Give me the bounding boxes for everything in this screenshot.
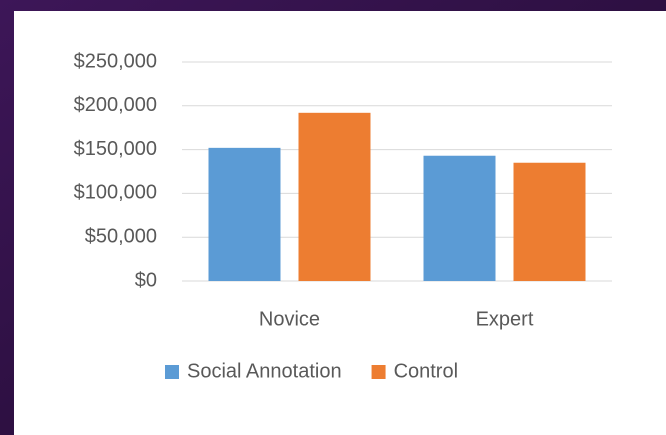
legend-swatch — [371, 365, 386, 379]
x-tick-label: Novice — [259, 308, 320, 330]
y-tick-label: $0 — [135, 269, 157, 291]
legend-label: Social Annotation — [187, 360, 342, 382]
bar — [298, 112, 371, 281]
y-tick-label: $50,000 — [85, 225, 157, 247]
bar — [208, 147, 281, 281]
bar — [423, 155, 496, 281]
bar — [513, 162, 586, 281]
y-tick-label: $200,000 — [74, 94, 157, 116]
y-tick-label: $100,000 — [74, 182, 157, 204]
legend-label: Control — [394, 360, 458, 382]
x-tick-label: Expert — [476, 308, 534, 330]
y-tick-label: $150,000 — [74, 138, 157, 160]
chart: $0 $50,000 $100,000 $150,000 $200,000 $250,00… — [74, 50, 612, 382]
y-tick-label: $250,000 — [74, 50, 157, 72]
legend-swatch — [165, 365, 179, 379]
